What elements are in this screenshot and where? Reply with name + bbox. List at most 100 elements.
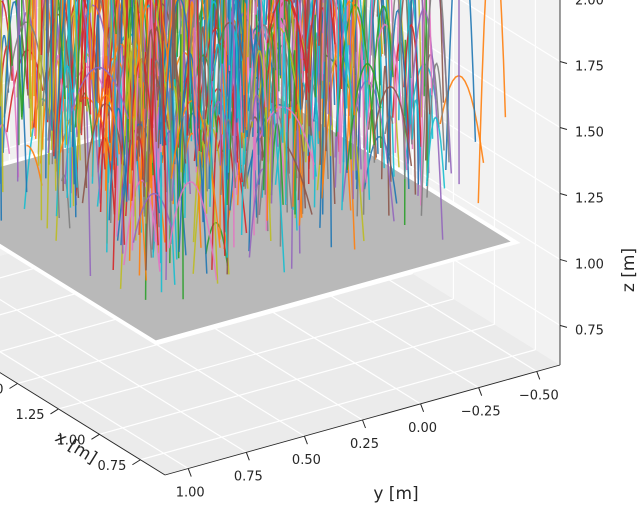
tick-mark — [559, 127, 568, 130]
tick-mark — [9, 383, 18, 389]
trajectory-line — [186, 0, 201, 152]
trajectory-line — [85, 0, 119, 166]
trajectory-line — [228, 0, 239, 119]
trajectory-line — [0, 0, 20, 178]
trajectory-line — [34, 0, 45, 137]
trajectory-line — [425, 116, 446, 189]
trajectory-line — [286, 146, 313, 215]
trajectory-line — [54, 0, 90, 159]
trajectory-line — [386, 8, 410, 190]
tick-mark — [420, 403, 425, 412]
tick-mark — [559, 324, 568, 328]
grid-line — [459, 0, 561, 63]
trajectory-line — [390, 0, 406, 180]
trajectory-line — [227, 30, 242, 173]
trajectory-line — [243, 1, 248, 131]
trajectory-line — [306, 0, 336, 74]
y-tick-label: 0.75 — [234, 469, 263, 484]
trajectory-line — [89, 0, 136, 131]
tick-mark — [362, 419, 366, 429]
trajectory-line — [211, 21, 247, 82]
trajectory-line — [159, 152, 163, 293]
trajectory-line — [37, 0, 69, 155]
trajectory-line — [427, 88, 434, 179]
trajectory-lines — [0, 0, 507, 300]
trajectory-line — [198, 139, 208, 214]
trajectory-line — [164, 0, 198, 167]
trajectory-line — [271, 0, 310, 135]
z-tick-label: 2.00 — [575, 0, 604, 9]
trajectory-line — [394, 0, 414, 153]
x-tick-label: 1.25 — [16, 408, 45, 423]
trajectory-line — [123, 179, 161, 272]
trajectory-line — [385, 0, 413, 145]
x-tick-label: 1.00 — [56, 433, 85, 448]
y-tick-label: −0.25 — [461, 405, 501, 420]
trajectory-line — [307, 0, 340, 152]
y-tick-label: 0.50 — [292, 453, 321, 468]
y-tick-label: −0.50 — [519, 389, 559, 404]
trajectory-line — [178, 0, 184, 113]
trajectory-line — [266, 0, 276, 162]
trajectory-line — [259, 106, 315, 165]
trajectory-line — [121, 0, 153, 165]
trajectory-line — [178, 111, 208, 274]
tick-mark — [559, 258, 568, 262]
trajectory-line — [209, 43, 228, 258]
trajectory-line — [109, 0, 142, 162]
trajectory-line — [398, 0, 412, 125]
trajectory-line — [244, 24, 275, 189]
tick-mark — [245, 452, 250, 461]
trajectory-line — [193, 0, 211, 132]
tick-mark — [50, 408, 59, 415]
trajectory-line — [426, 62, 445, 198]
trajectory-line — [47, 107, 60, 219]
trajectory-line — [58, 0, 65, 90]
trajectory-line — [323, 0, 345, 75]
y-tick-label: 0.00 — [408, 421, 437, 436]
trajectory-line — [94, 14, 101, 109]
trajectory-line — [420, 0, 450, 216]
trajectory-line — [303, 0, 354, 119]
trajectory-line — [477, 0, 507, 204]
trajectory-line — [266, 0, 310, 93]
trajectory-line — [70, 66, 130, 120]
trajectory-line — [379, 0, 391, 86]
trajectory-line — [208, 0, 224, 125]
trajectory-line — [26, 144, 43, 186]
trajectory-line — [99, 0, 122, 121]
y-axis-label: y [m] — [373, 484, 418, 504]
trajectory-line — [368, 5, 394, 153]
trajectory-line — [292, 103, 303, 218]
z-axis-label: z [m] — [619, 248, 639, 292]
trajectory-line — [46, 0, 55, 157]
trajectory-line — [352, 0, 384, 171]
trajectory-line — [258, 0, 298, 231]
tick-mark — [187, 468, 192, 477]
trajectory-line — [55, 64, 78, 217]
trajectory-line — [6, 49, 44, 133]
trajectory-line — [251, 94, 263, 136]
tick-mark — [536, 371, 541, 380]
trajectory-line — [445, 0, 477, 171]
tick-labels: 0.751.001.251.501.752.002.251.000.750.50… — [0, 0, 604, 501]
tick-mark — [559, 192, 568, 196]
trajectory-line — [16, 0, 20, 182]
trajectory-line — [95, 94, 121, 155]
trajectory-line — [45, 0, 53, 179]
trajectory-line — [151, 0, 168, 252]
tick-mark — [478, 387, 483, 396]
trajectory-line — [180, 0, 187, 173]
trajectory-line — [398, 0, 417, 195]
trajectory-line — [346, 63, 382, 170]
trajectory-line — [21, 0, 66, 120]
trajectory-line — [248, 168, 266, 258]
trajectory-line — [104, 0, 129, 93]
z-tick-label: 0.75 — [575, 323, 604, 338]
trajectory-line — [168, 181, 218, 281]
trajectory-line — [192, 0, 198, 173]
trajectory-line — [235, 0, 265, 137]
trajectory-line — [116, 0, 120, 117]
